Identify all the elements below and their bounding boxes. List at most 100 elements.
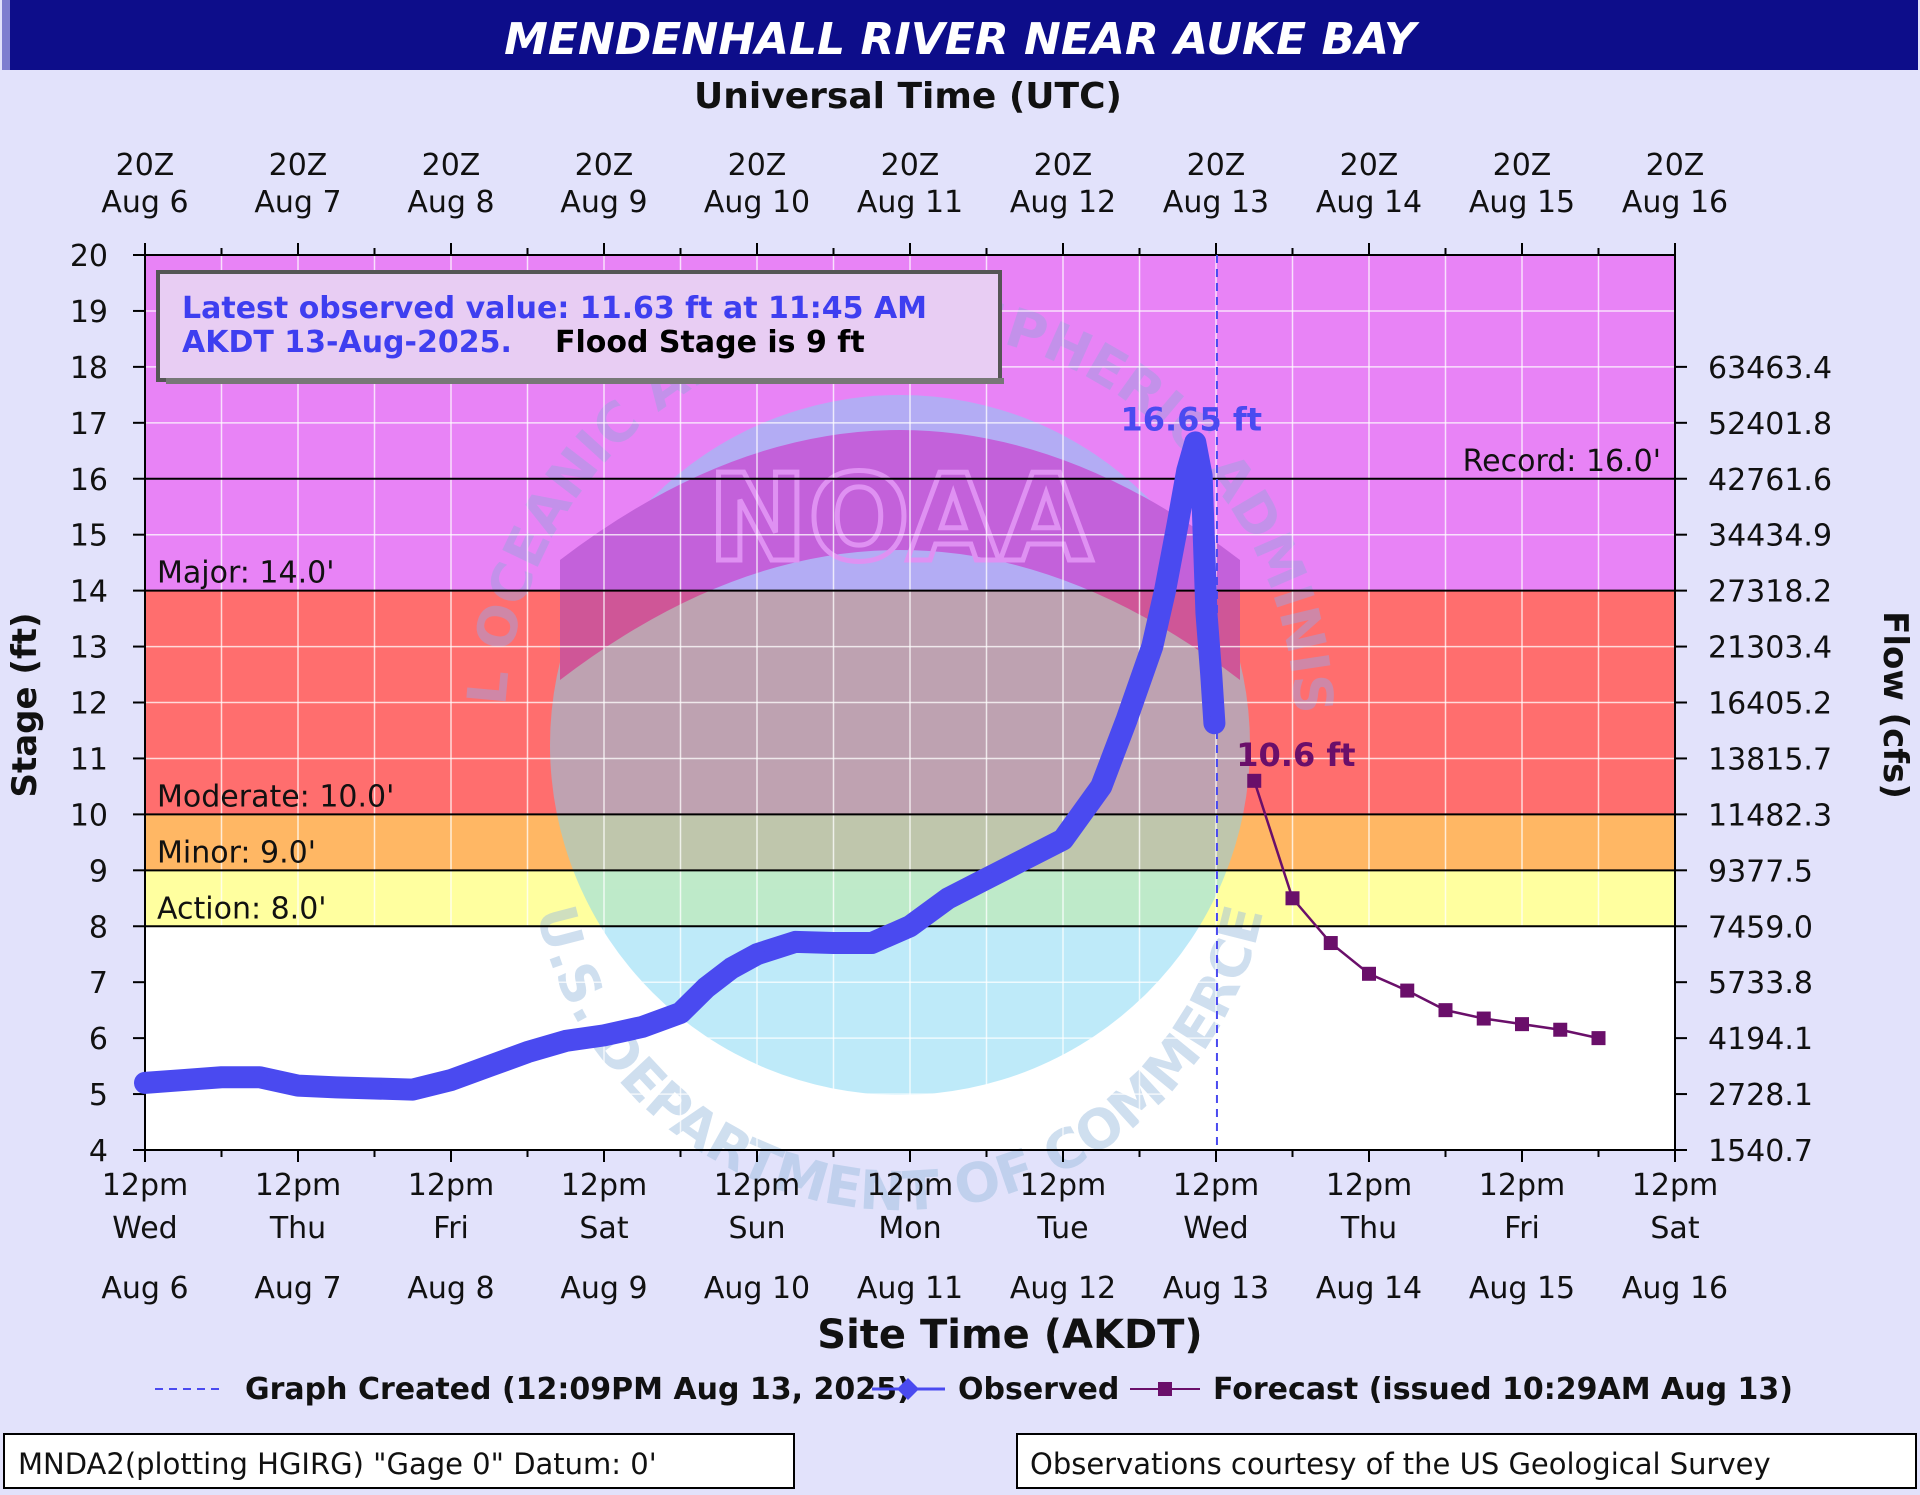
y2-tick-label: 52401.8 [1708,407,1832,442]
threshold-label-major: Major: 14.0' [157,556,334,591]
y-tick-label: 13 [70,631,108,666]
forecast-point [1362,966,1376,981]
observed-point [634,1018,651,1035]
series-layer: 16.65 ft 10.6 ft [134,400,1606,1101]
x-tick-label-time: 12pm [1479,1168,1565,1203]
top-tick-label-date: Aug 9 [560,185,647,220]
y2-tick-label: 11482.3 [1708,798,1832,833]
top-tick-label-date: Aug 7 [254,185,341,220]
x-tick-label-day: Wed [1183,1211,1248,1246]
right-axis: 1540.7 2728.1 4194.1 5733.8 7459.0 9377.5 1148… [1675,351,1832,1169]
y2-tick-label: 16405.2 [1708,687,1832,722]
threshold-label-moderate: Moderate: 10.0' [157,779,394,814]
y-tick-label: 17 [70,407,108,442]
forecast-point [1247,773,1262,788]
x-tick-label-date: Aug 12 [1010,1271,1116,1306]
x-tick-label-time: 12pm [408,1168,494,1203]
top-tick-label-hour: 20Z [1646,148,1705,183]
x-tick-label-date: Aug 7 [254,1271,341,1306]
bottom-axis: 12pm Wed Aug 6 12pm Thu Aug 7 12pm Fri Aug 8 12pm… [101,1150,1728,1306]
top-tick-label-hour: 20Z [1493,148,1552,183]
grid-lines [144,255,1675,1150]
forecast-point [1285,891,1300,906]
seal-wing [560,430,1240,680]
top-tick-label-hour: 20Z [575,148,634,183]
top-tick-label-hour: 20Z [881,148,940,183]
forecast-point [1591,1031,1606,1046]
x-tick-label-date: Aug 10 [704,1271,810,1306]
observed-point [1016,851,1033,868]
observed-point [1203,666,1220,683]
y2-tick-label: 7459.0 [1708,910,1813,945]
x-tick-label-time: 12pm [255,1168,341,1203]
top-tick-label-hour: 20Z [116,148,175,183]
observed-point [1193,467,1210,484]
observed-point [1157,582,1173,599]
x-tick-label-day: Mon [878,1211,941,1246]
y2-tick-label: 5733.8 [1708,966,1813,1001]
top-tick-label-date: Aug 11 [857,185,963,220]
legend-forecast-marker [1158,1382,1172,1396]
top-tick-label-hour: 20Z [1034,148,1093,183]
forecast-point [1515,1017,1529,1032]
threshold-label-action: Action: 8.0' [157,891,327,926]
observed-point [1179,462,1196,479]
observed-point [825,935,842,952]
observed-point [787,933,804,950]
y2-tick-label: 13815.7 [1708,742,1832,777]
y-tick-label: 11 [70,742,108,777]
observed-point [1093,778,1110,795]
title-bar [2,0,1918,70]
observed-point [863,935,880,952]
y2-tick-label: 4194.1 [1708,1022,1813,1057]
observed-point [443,1072,459,1089]
y-tick-label: 7 [89,966,108,1001]
top-tick-label-hour: 20Z [728,148,787,183]
y2-tick-label: 21303.4 [1708,631,1832,666]
x-tick-label-time: 12pm [1632,1168,1718,1203]
observed-point [1144,638,1161,655]
top-tick-label-hour: 20Z [1340,148,1399,183]
forecast-point [1553,1022,1568,1037]
x-tick-label-date: Aug 14 [1316,1271,1422,1306]
observed-point [672,1004,689,1021]
footer-left-box [3,1433,795,1489]
y-tick-label: 18 [70,351,108,386]
top-tick-label-date: Aug 8 [407,185,494,220]
x-tick-label-day: Sat [1650,1211,1699,1246]
y-tick-label: 19 [70,295,108,330]
footer-left-text: MNDA2(plotting HGIRG) "Gage 0" Datum: 0' [18,1447,657,1481]
observed-point [213,1069,230,1086]
left-axis: 4 5 6 7 8 9 10 11 12 13 14 15 16 17 18 19 20 [70,239,145,1169]
y2-tick-label: 42761.6 [1708,463,1832,498]
observed-point [137,1074,153,1091]
y2-tick-label: 1540.7 [1708,1134,1813,1169]
observed-point [749,946,765,963]
observed-point [251,1069,268,1086]
x-tick-label-date: Aug 11 [857,1271,963,1306]
y2-tick-label: 34434.9 [1708,519,1832,554]
forecast-point [1323,936,1338,951]
threshold-label-minor: Minor: 9.0' [157,835,316,870]
y2-axis-title: Flow (cfs) [1875,611,1915,799]
latest-observed-box-shadow [166,378,1004,384]
footer-right-text: Observations courtesy of the US Geologic… [1030,1447,1771,1481]
y2-tick-label: 27318.2 [1708,575,1832,610]
x-tick-label-date: Aug 16 [1622,1271,1728,1306]
y-tick-label: 20 [70,239,108,274]
observed-point [328,1079,345,1096]
legend-forecast-label: Forecast (issued 10:29AM Aug 13) [1213,1372,1793,1407]
top-tick-label-date: Aug 12 [1010,185,1116,220]
observed-point [404,1081,421,1098]
top-tick-label-date: Aug 16 [1622,185,1728,220]
x-tick-label-date: Aug 6 [101,1271,188,1306]
forecast-series-line [1253,780,1599,1040]
legend-observed-marker [897,1378,919,1400]
y2-tick-label: 9377.5 [1708,854,1813,889]
observed-point [290,1077,306,1094]
x-tick-label-day: Thu [1340,1211,1397,1246]
observed-point [1187,434,1204,451]
